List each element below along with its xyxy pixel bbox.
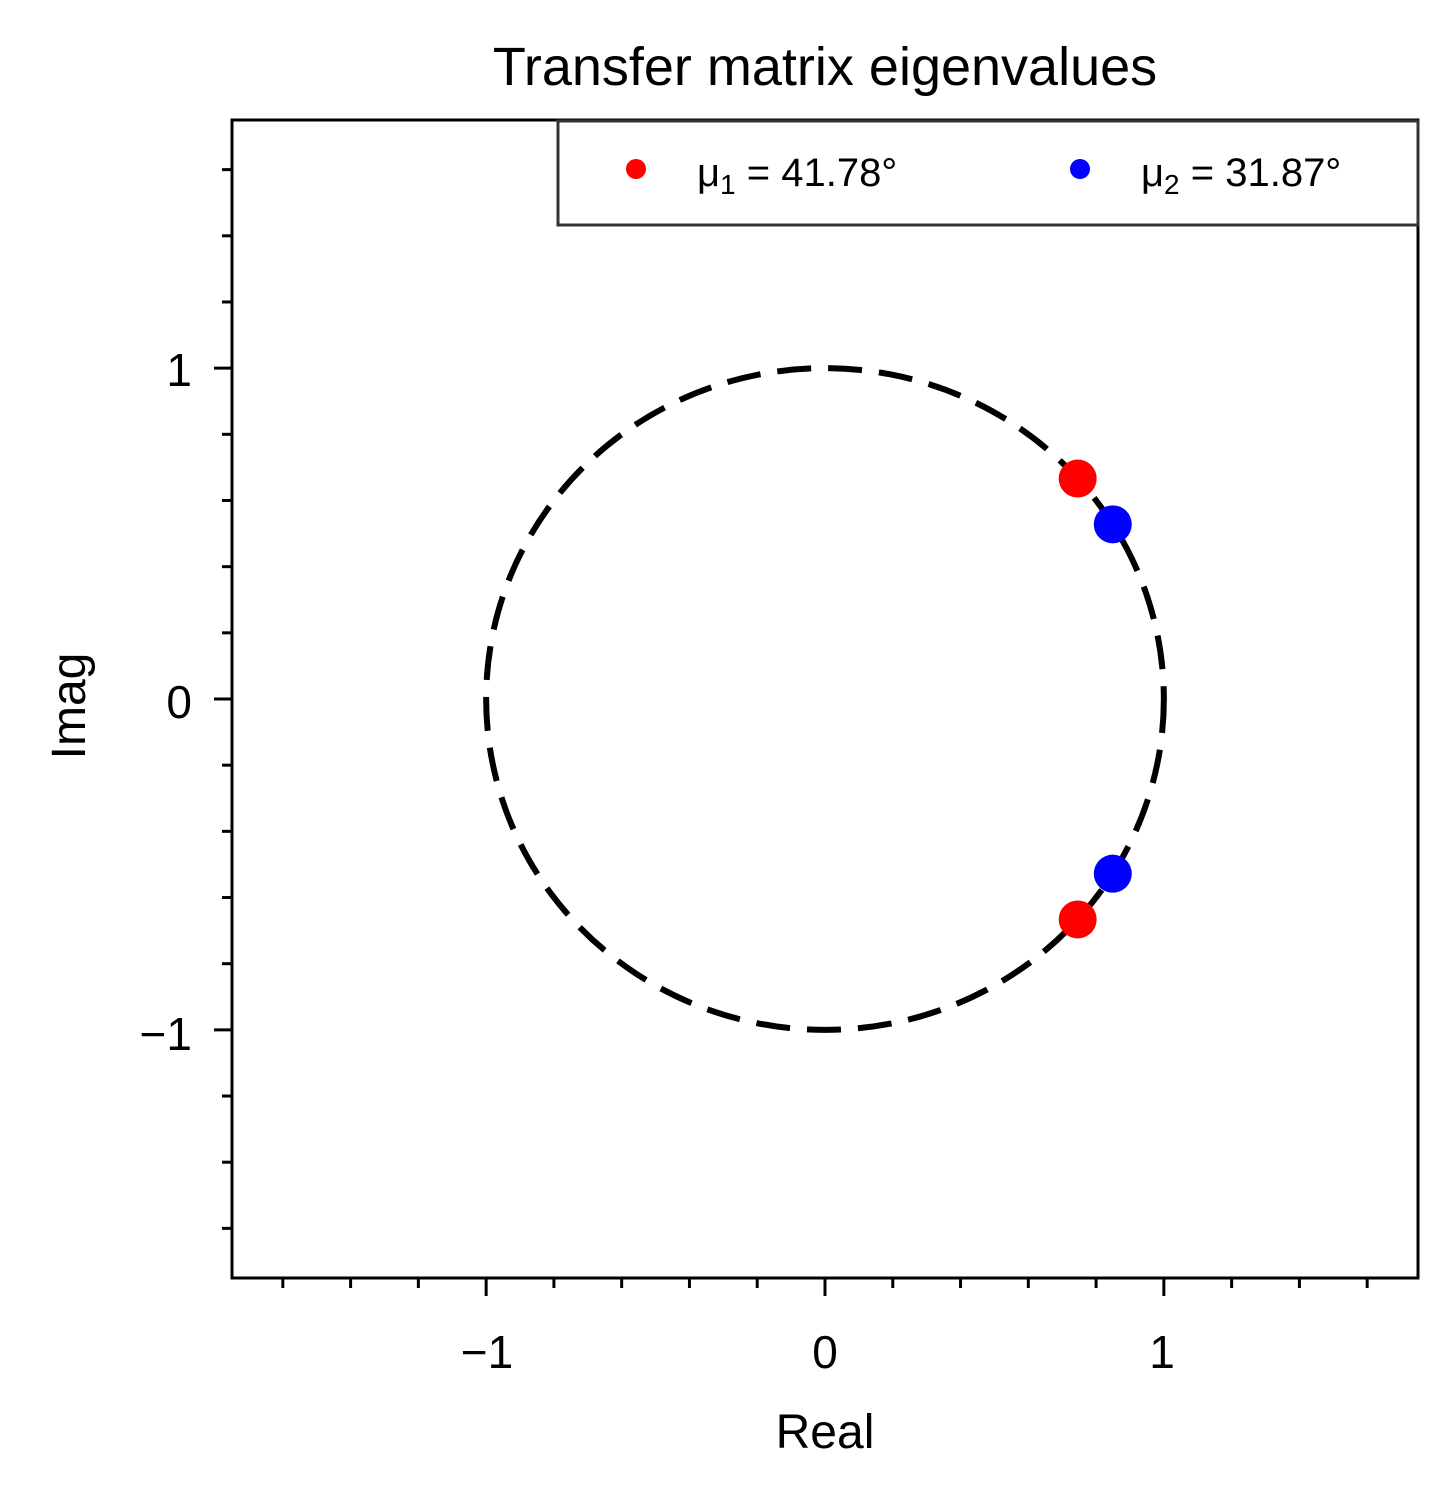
y-tick-labels: 1 0 −1 (140, 344, 192, 1060)
legend-box (556, 119, 1420, 227)
legend-marker-mu2 (1070, 159, 1090, 179)
plot-frame (230, 118, 1420, 1280)
legend-label-mu1-value: = 41.78° (736, 151, 898, 195)
eigenvalue-point-mu2-lower (1093, 854, 1132, 893)
legend: μ1 = 41.78° μ2 = 31.87° (556, 119, 1420, 227)
legend-label-mu2-sub: 2 (1164, 169, 1180, 200)
legend-label-mu1-symbol: μ (697, 151, 720, 195)
y-axis-label: Imag (43, 653, 96, 760)
legend-marker-mu1 (626, 159, 646, 179)
x-tick-label-zero: 0 (812, 1326, 838, 1378)
x-tick-label-neg-one: −1 (461, 1326, 513, 1378)
data-points (1058, 459, 1132, 939)
legend-label-mu2: μ2 = 31.87° (1141, 151, 1341, 200)
eigenvalue-point-mu2-upper (1093, 505, 1132, 544)
plot-area (214, 118, 1420, 1296)
eigenvalue-point-mu1-upper (1058, 459, 1097, 498)
x-tick-labels: −1 0 1 (461, 1326, 1175, 1378)
chart-title: Transfer matrix eigenvalues (493, 37, 1157, 97)
eigenvalue-point-mu1-lower (1058, 900, 1097, 939)
x-tick-label-one: 1 (1149, 1326, 1175, 1378)
legend-label-mu1: μ1 = 41.78° (697, 151, 897, 200)
y-tick-label-one: 1 (166, 344, 192, 396)
unit-circle (483, 365, 1167, 1033)
legend-label-mu2-symbol: μ (1141, 151, 1164, 195)
y-tick-label-neg-one: −1 (140, 1008, 192, 1060)
axis-ticks (214, 168, 1369, 1296)
legend-label-mu2-value: = 31.87° (1180, 151, 1342, 195)
y-tick-label-zero: 0 (166, 676, 192, 728)
unit-circle-path (483, 365, 1167, 1033)
legend-label-mu1-sub: 1 (720, 169, 736, 200)
x-axis-label: Real (776, 1406, 875, 1459)
